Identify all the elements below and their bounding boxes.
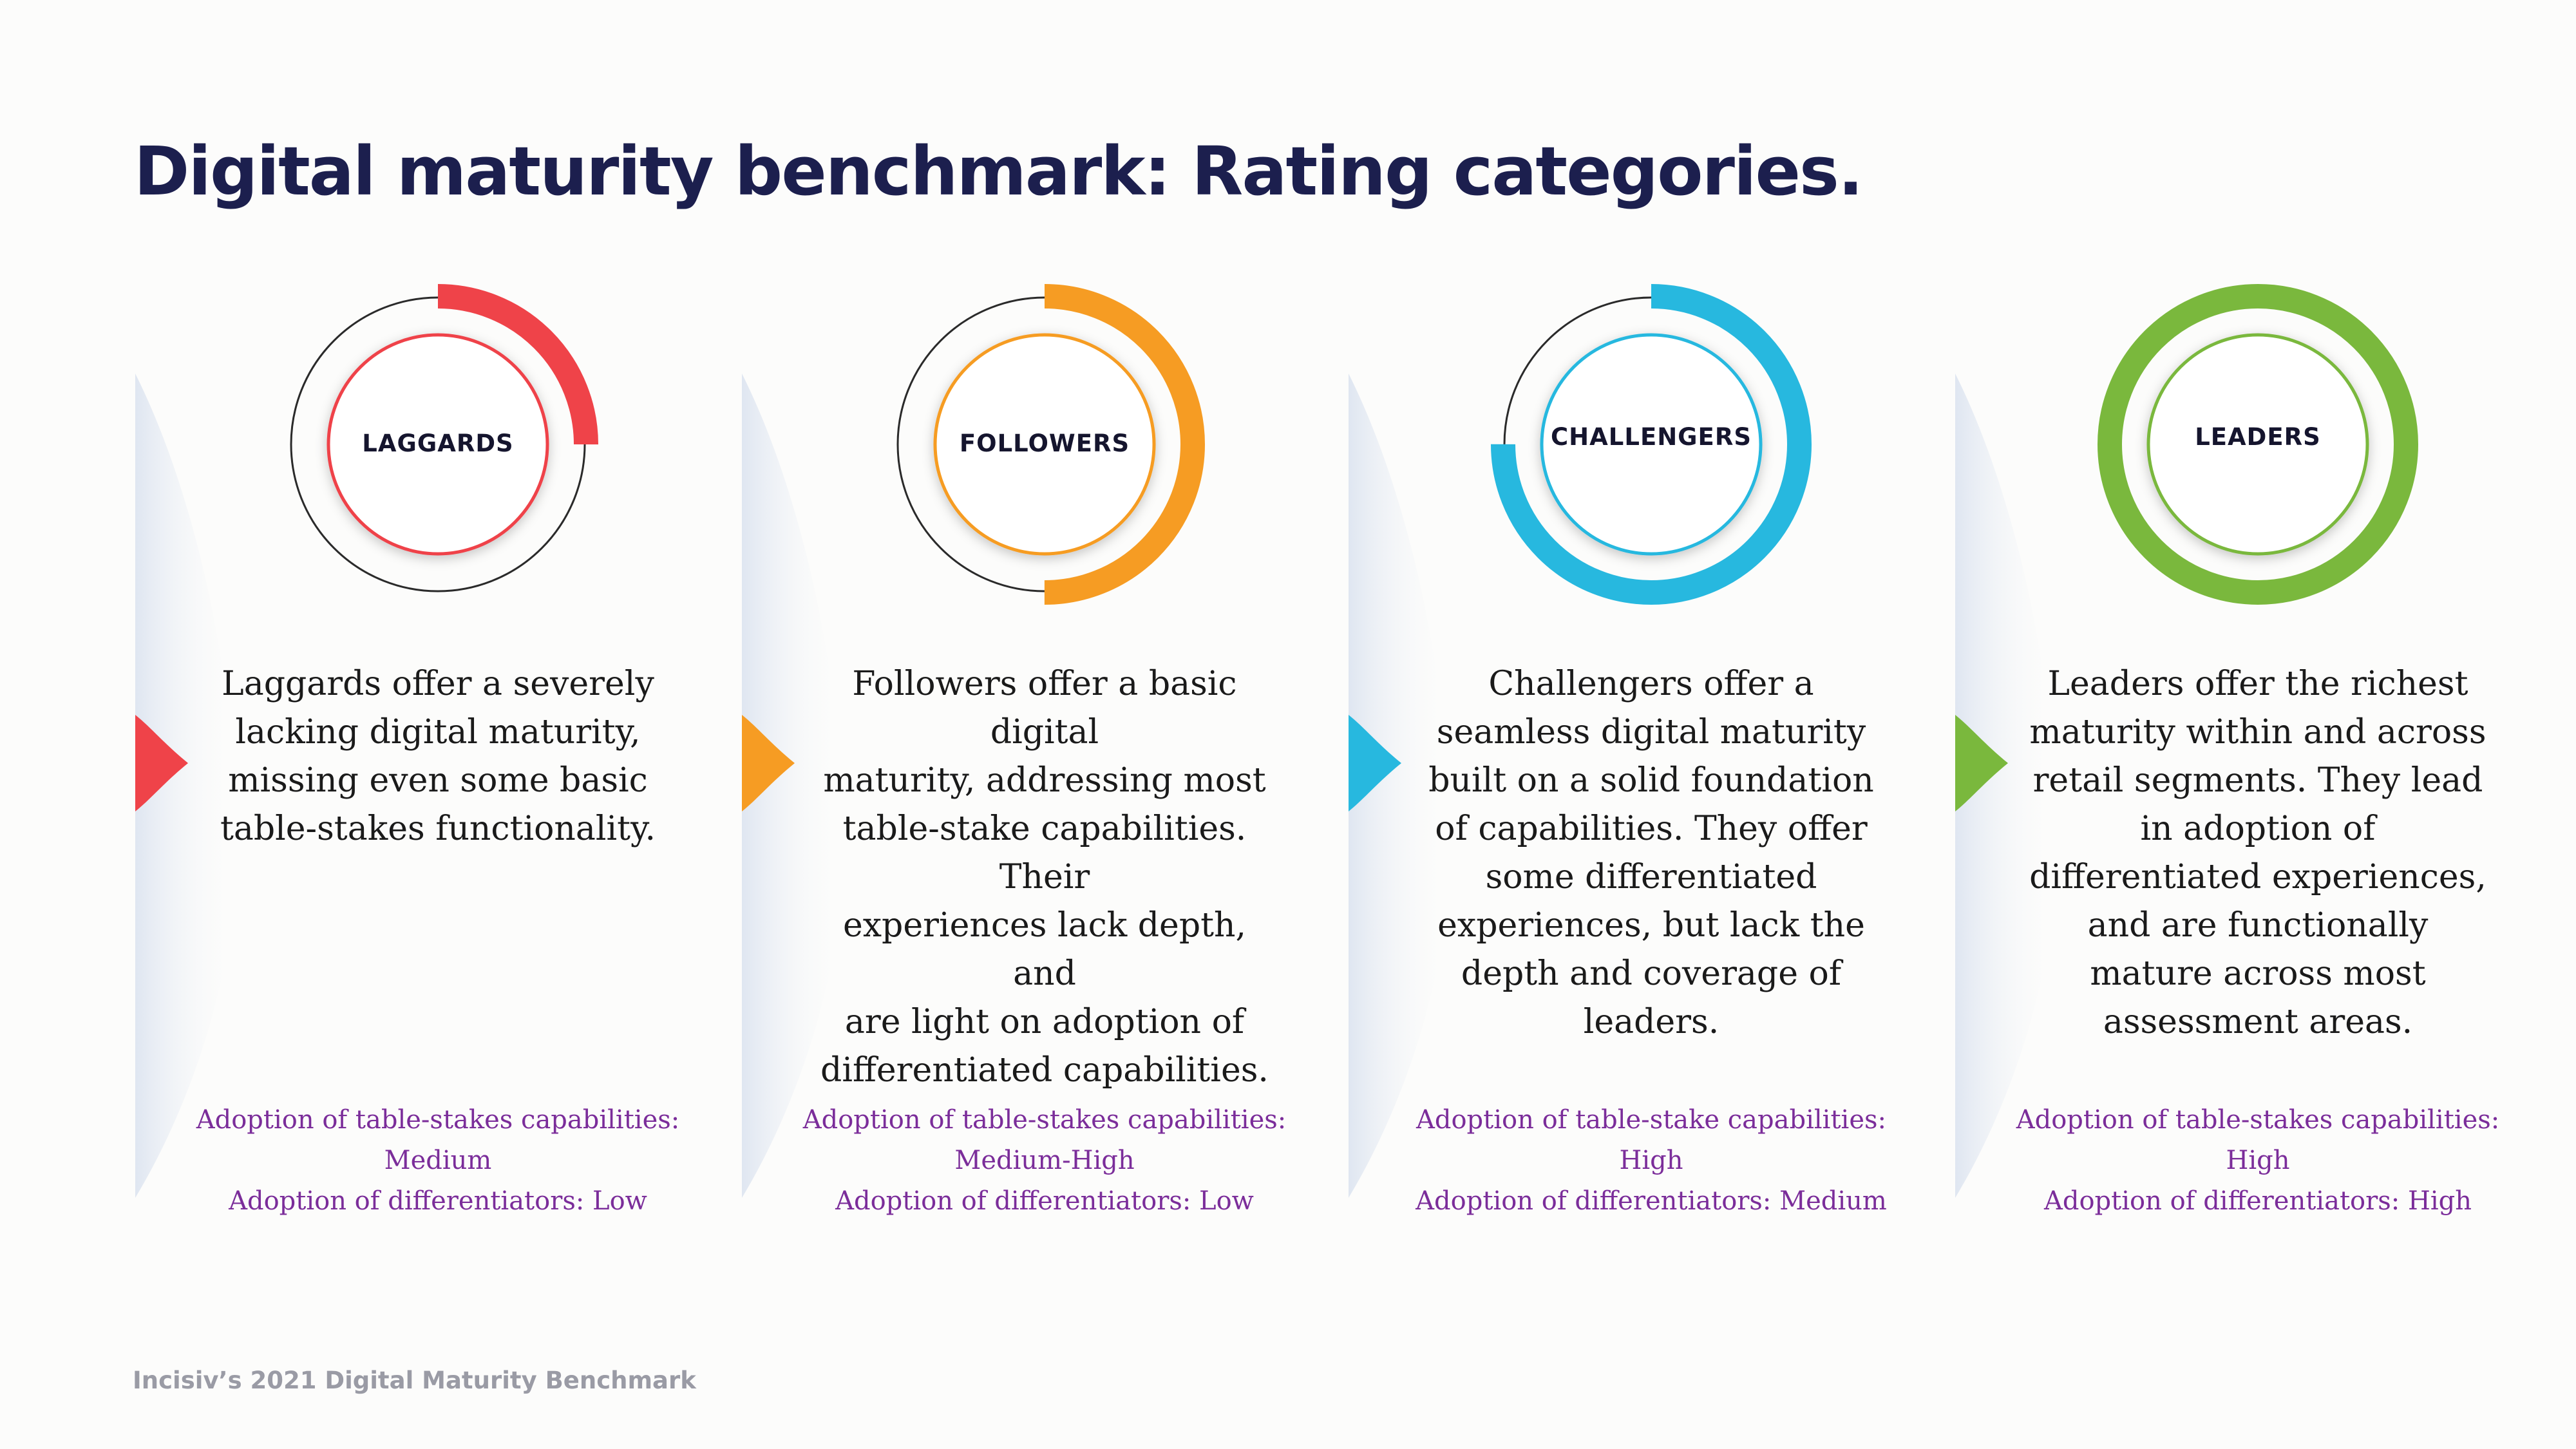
description-line: Leaders offer the richest: [2020, 660, 2496, 708]
adoption-line: Adoption of table-stake capabilities:: [1374, 1100, 1928, 1141]
adoption-line: Medium-High: [768, 1141, 1321, 1181]
description-line: differentiated capabilities.: [806, 1046, 1283, 1095]
description-line: depth and coverage of: [1413, 950, 1889, 998]
category-label: FOLLOWERS: [884, 430, 1206, 457]
description-line: Followers offer a basic digital: [806, 660, 1283, 757]
category-card-challengers: CHALLENGERS Challengers offer a seamless d…: [1349, 283, 1954, 1249]
adoption-line: Adoption of differentiators: High: [1981, 1181, 2535, 1222]
category-description: Laggards offer a severely lacking digital…: [200, 660, 676, 853]
description-line: seamless digital maturity: [1413, 708, 1889, 757]
description-line: in adoption of: [2020, 805, 2496, 853]
category-description: Leaders offer the richest maturity within…: [2020, 660, 2496, 1046]
description-line: some differentiated: [1413, 853, 1889, 902]
adoption-summary: Adoption of table-stakes capabilities: Hi…: [1981, 1100, 2535, 1222]
category-description: Challengers offer a seamless digital matu…: [1413, 660, 1889, 1046]
category-card-followers: FOLLOWERS Followers offer a basic digital…: [742, 283, 1347, 1249]
description-line: experiences lack depth, and: [806, 902, 1283, 998]
footer-source: Incisiv’s 2021 Digital Maturity Benchmar…: [133, 1367, 696, 1394]
description-line: lacking digital maturity,: [200, 708, 676, 757]
category-label: LEADERS: [2097, 423, 2419, 451]
category-description: Followers offer a basic digital maturity,…: [806, 660, 1283, 1095]
description-line: built on a solid foundation: [1413, 757, 1889, 805]
category-label: LAGGARDS: [277, 430, 599, 457]
adoption-summary: Adoption of table-stake capabilities: Hig…: [1374, 1100, 1928, 1222]
description-line: mature across most: [2020, 950, 2496, 998]
description-line: retail segments. They lead: [2020, 757, 2496, 805]
adoption-line: Medium: [161, 1141, 715, 1181]
description-line: experiences, but lack the: [1413, 902, 1889, 950]
description-line: maturity, addressing most: [806, 757, 1283, 805]
adoption-line: Adoption of differentiators: Medium: [1374, 1181, 1928, 1222]
description-line: maturity within and across: [2020, 708, 2496, 757]
adoption-line: Adoption of table-stakes capabilities:: [1981, 1100, 2535, 1141]
category-label: CHALLENGERS: [1490, 423, 1812, 451]
adoption-line: Adoption of table-stakes capabilities:: [161, 1100, 715, 1141]
page-title: Digital maturity benchmark: Rating categ…: [134, 132, 1862, 211]
description-line: assessment areas.: [2020, 998, 2496, 1046]
adoption-summary: Adoption of table-stakes capabilities: Me…: [768, 1100, 1321, 1222]
adoption-summary: Adoption of table-stakes capabilities: Me…: [161, 1100, 715, 1222]
description-line: missing even some basic: [200, 757, 676, 805]
description-line: leaders.: [1413, 998, 1889, 1046]
description-line: differentiated experiences,: [2020, 853, 2496, 902]
description-line: are light on adoption of: [806, 998, 1283, 1046]
description-line: of capabilities. They offer: [1413, 805, 1889, 853]
adoption-line: Adoption of differentiators: Low: [768, 1181, 1321, 1222]
category-card-laggards: LAGGARDS Laggards offer a severely lacking…: [135, 283, 741, 1249]
description-line: table-stakes functionality.: [200, 805, 676, 853]
category-card-leaders: LEADERS Leaders offer the richest maturity…: [1955, 283, 2561, 1249]
adoption-line: High: [1981, 1141, 2535, 1181]
description-line: table-stake capabilities. Their: [806, 805, 1283, 902]
adoption-line: Adoption of differentiators: Low: [161, 1181, 715, 1222]
description-line: and are functionally: [2020, 902, 2496, 950]
description-line: Challengers offer a: [1413, 660, 1889, 708]
adoption-line: High: [1374, 1141, 1928, 1181]
description-line: Laggards offer a severely: [200, 660, 676, 708]
adoption-line: Adoption of table-stakes capabilities:: [768, 1100, 1321, 1141]
